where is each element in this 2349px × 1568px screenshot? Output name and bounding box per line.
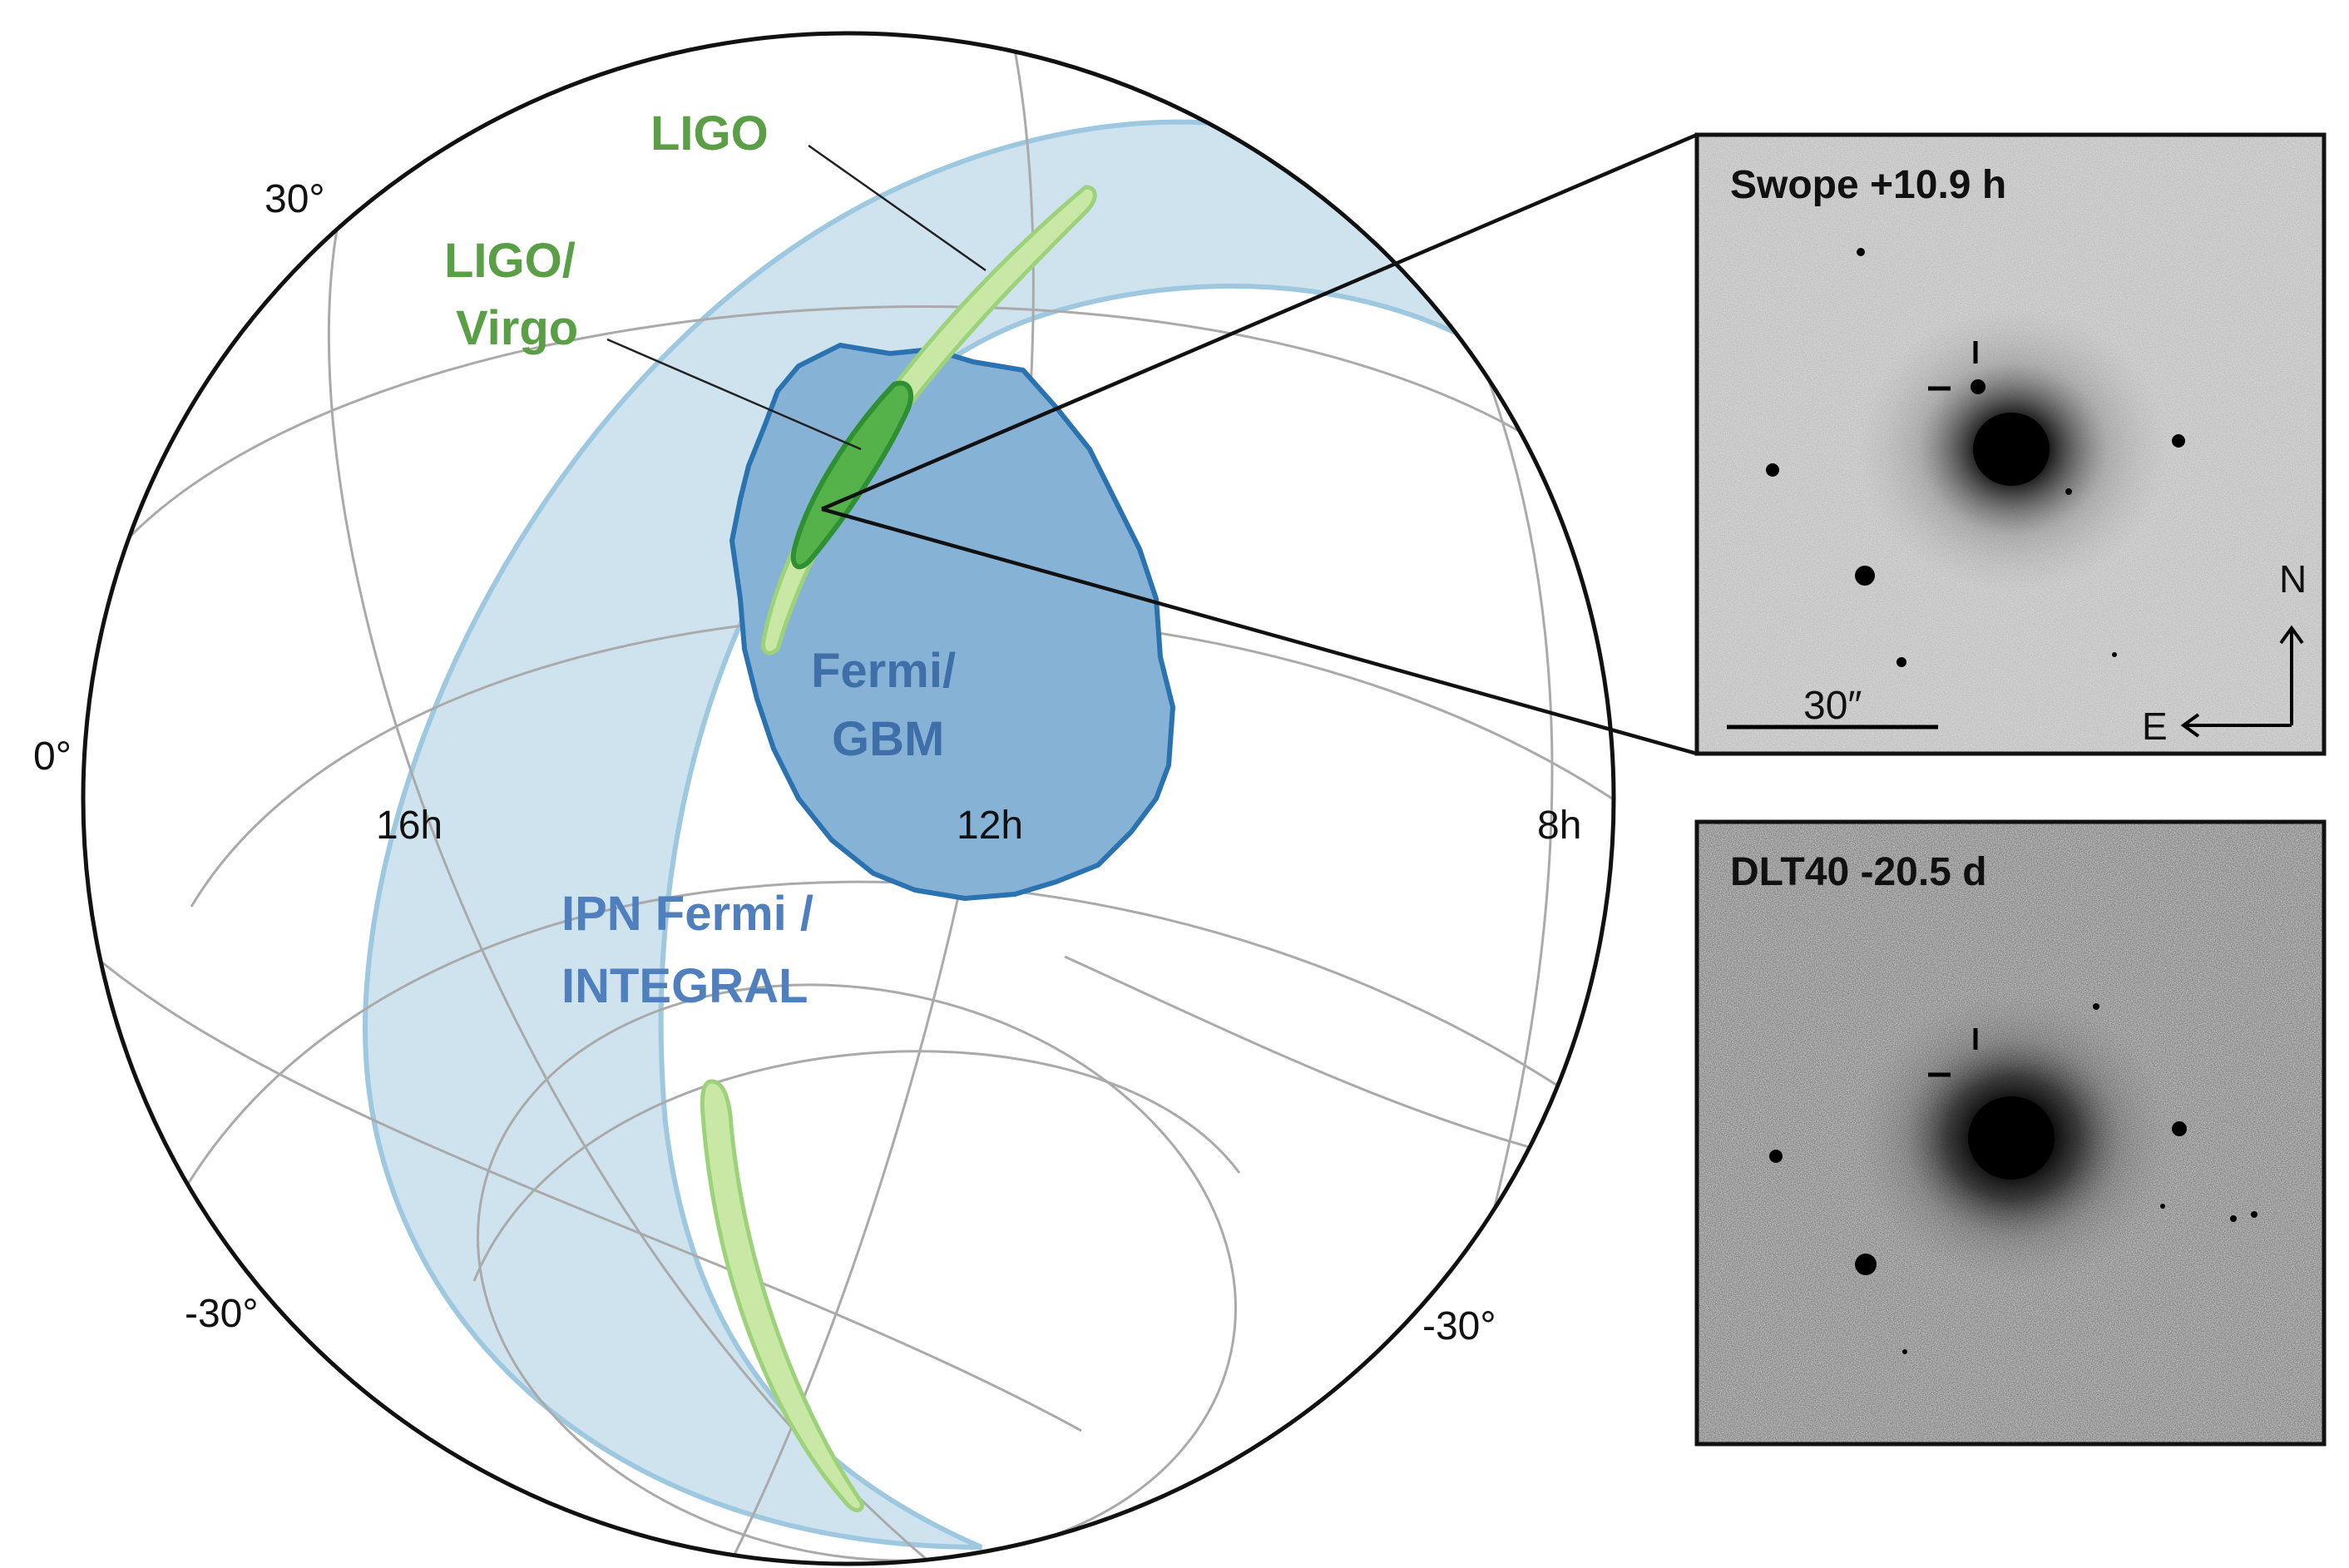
- dlt40-panel-title: DLT40 -20.5 d: [1730, 850, 1987, 894]
- swope-transient-marker: [1928, 341, 1978, 391]
- ligo-leader-line: [808, 144, 987, 272]
- dec-label-minus30-left: -30°: [185, 1292, 259, 1336]
- parallel-lower-mid: [131, 880, 1565, 1307]
- ligo-region-south: [700, 1079, 864, 1512]
- swope-scale-label: 30″: [1803, 684, 1862, 728]
- swope-panel-title: Swope +10.9 h: [1730, 163, 2006, 207]
- compass-arrows: [2180, 625, 2304, 738]
- small-circle-south: [477, 983, 1237, 1562]
- dec-label-30: 30°: [265, 177, 325, 221]
- sphere-outline: [81, 31, 1616, 1566]
- zoom-line-top: [821, 132, 1698, 512]
- meridian-east: [1064, 955, 1598, 1166]
- ligo-label: LIGO: [650, 106, 769, 161]
- compass-east-label: E: [2142, 705, 2168, 748]
- dlt40-stars: [1769, 1003, 2258, 1354]
- fermi-gbm-label-line2: GBM: [832, 712, 944, 766]
- parallel-upper: [90, 305, 1614, 583]
- ra-label-16h: 16h: [376, 804, 443, 848]
- ipn-label-line2: INTEGRAL: [561, 959, 808, 1013]
- dec-label-0: 0°: [33, 735, 72, 779]
- compass-north-label: N: [2279, 557, 2307, 601]
- ra-label-8h: 8h: [1537, 804, 1581, 848]
- swope-panel: 30″ N E Swope +10.9 h: [1694, 132, 2327, 756]
- dlt40-panel: DLT40 -20.5 d: [1694, 819, 2327, 1447]
- fermi-gbm-label-line1: Fermi/: [811, 644, 956, 698]
- dlt40-galaxy-core: [1968, 1096, 2055, 1180]
- zoom-line-bottom: [821, 507, 1698, 756]
- sky-map: LIGO LIGO/ Virgo Fermi/ GBM IPN Fermi / …: [33, 31, 1698, 1566]
- dec-label-minus30-right: -30°: [1422, 1304, 1496, 1348]
- dlt40-transient-marker: [1928, 1028, 1978, 1077]
- ra-label-12h: 12h: [957, 804, 1023, 848]
- swope-galaxy-core: [1973, 413, 2050, 486]
- ligo-virgo-leader-line: [606, 338, 862, 451]
- ligo-virgo-label-line1: LIGO/: [444, 234, 576, 288]
- dlt40-panel-frame: [1694, 819, 2327, 1447]
- swope-stars: [1766, 248, 2185, 667]
- ipn-label-line1: IPN Fermi /: [561, 887, 813, 941]
- ligo-virgo-region: [790, 380, 913, 570]
- ligo-region-north: [760, 185, 1097, 655]
- meridian-16h: [327, 207, 932, 1564]
- meridian-west: [83, 913, 1082, 1432]
- ligo-virgo-label-line2: Virgo: [456, 301, 578, 355]
- swope-panel-frame: [1694, 132, 2327, 756]
- parallel-lower: [472, 1050, 1241, 1282]
